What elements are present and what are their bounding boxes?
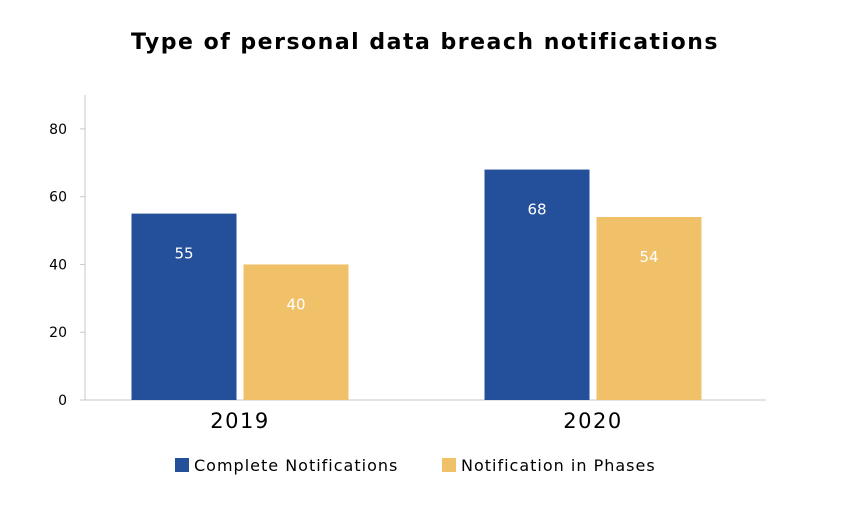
bar [243,264,349,400]
legend-label: Notification in Phases [461,456,656,475]
chart-title: Type of personal data breach notificatio… [131,30,719,55]
legend-swatch [442,458,456,472]
legend-swatch [175,458,189,472]
bar [596,217,702,400]
x-tick-label: 2020 [563,409,622,433]
bar [131,213,237,400]
data-label: 68 [527,201,546,219]
data-label: 54 [639,248,658,266]
data-label: 55 [174,245,193,263]
y-tick-label: 60 [49,190,67,206]
y-tick-label: 0 [58,393,67,409]
legend-label: Complete Notifications [194,456,398,475]
y-tick-label: 80 [49,122,67,138]
bar [484,169,590,400]
x-tick-label: 2019 [210,409,269,433]
data-label: 40 [286,295,305,313]
y-tick-label: 40 [49,257,67,273]
y-tick-label: 20 [49,325,67,341]
